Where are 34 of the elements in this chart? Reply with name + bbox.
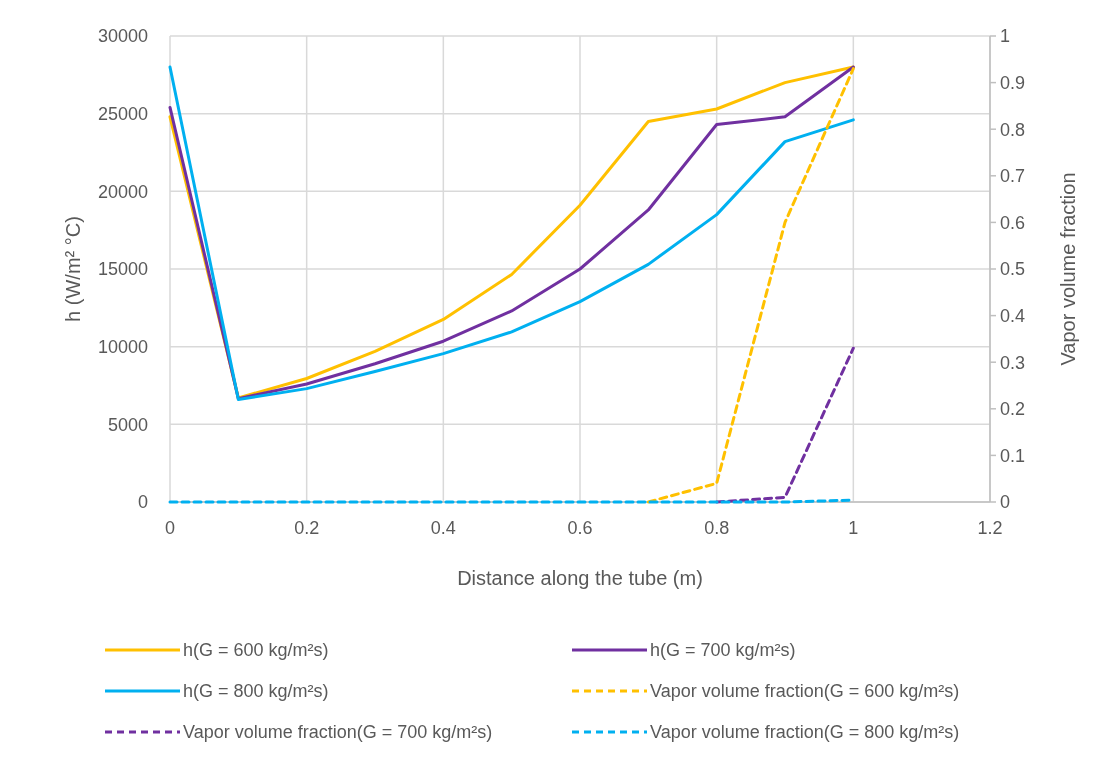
x-axis-title: Distance along the tube (m) <box>457 567 703 589</box>
y2-tick-label: 0.3 <box>1000 352 1026 373</box>
y2-tick-label: 0 <box>1000 492 1011 513</box>
y-tick-label: 25000 <box>97 103 148 124</box>
y-tick-label: 10000 <box>97 336 148 357</box>
y2-tick-label: 1 <box>1000 26 1011 47</box>
y2-tick-label: 0.2 <box>1000 399 1026 420</box>
legend-label: Vapor volume fraction(G = 800 kg/m²s) <box>650 722 960 743</box>
legend-label: Vapor volume fraction(G = 600 kg/m²s) <box>650 681 960 702</box>
x-tick-label: 0.6 <box>567 518 593 538</box>
y2-axis-title: Vapor volume fraction <box>1057 172 1079 366</box>
legend-label: h(G = 700 kg/m²s) <box>650 640 796 661</box>
legend-label: Vapor volume fraction(G = 700 kg/m²s) <box>183 722 493 743</box>
y-tick-label: 20000 <box>97 181 148 202</box>
x-tick-label: 1 <box>848 518 859 538</box>
y-axis-title: h (W/m² °C) <box>62 216 84 322</box>
y2-tick-label: 0.6 <box>1000 212 1026 233</box>
y-tick-label: 15000 <box>97 259 148 280</box>
y2-tick-label: 0.4 <box>1000 305 1026 326</box>
x-tick-label: 0.8 <box>704 518 730 538</box>
legend-label: h(G = 800 kg/m²s) <box>183 681 329 702</box>
x-tick-label: 1.2 <box>977 518 1003 538</box>
y2-tick-label: 0.8 <box>1000 119 1026 140</box>
legend-label: h(G = 600 kg/m²s) <box>183 640 329 661</box>
x-tick-label: 0.4 <box>430 518 456 538</box>
y2-tick-label: 0.1 <box>1000 445 1026 466</box>
y-tick-label: 5000 <box>107 414 148 435</box>
y2-tick-label: 0.5 <box>1000 259 1026 280</box>
y-tick-label: 30000 <box>97 26 148 47</box>
y2-tick-label: 0.7 <box>1000 166 1026 187</box>
x-tick-label: 0.2 <box>294 518 320 538</box>
y2-tick-label: 0.9 <box>1000 72 1026 93</box>
x-tick-label: 0 <box>164 518 176 538</box>
y-tick-label: 0 <box>137 492 148 513</box>
